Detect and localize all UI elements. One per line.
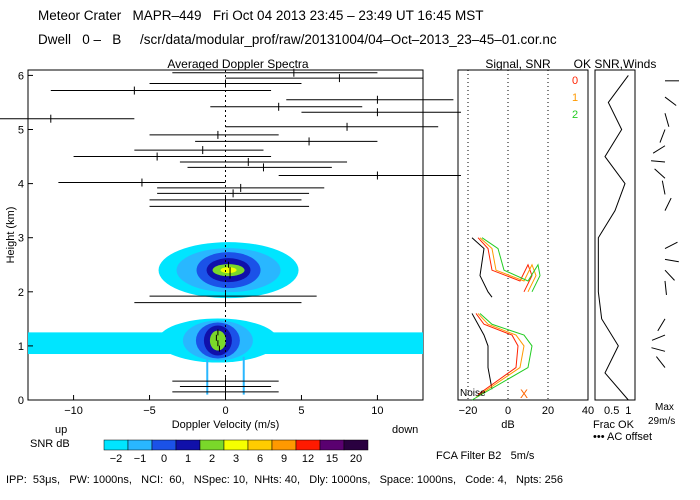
wind-arrow [652,145,666,154]
ok-legend: 1 [572,92,578,104]
colorbar-cell [175,439,201,451]
wind-arrow [664,113,670,127]
fca-label: FCA Filter B2 5m/s [436,450,535,462]
wind-arrow [664,241,678,249]
signal-x-tick: −20 [459,405,478,417]
ok-x-tick: 1 [625,405,631,417]
colorbar-cell [343,439,369,451]
colorbar-tick: 0 [161,453,167,465]
signal-line [471,237,493,298]
y-tick-label: 1 [18,341,24,353]
y-tick-label: 6 [18,70,24,82]
snr-db-label: SNR dB [30,438,70,450]
spectra-axes: −10 −5 0 5 10 0 1 2 3 4 5 6 Doppler Velocity (m/s) He… [5,70,384,431]
y-tick-label: 5 [18,125,24,137]
x-axis-label: Doppler Velocity (m/s) [172,419,280,431]
signal-line [475,313,525,398]
wind-arrow [664,280,667,295]
ok-legend: 2 [572,109,578,121]
signal-line [479,237,537,293]
colorbar-cell [223,439,249,451]
title-line-2: Dwell 0 – B /scr/data/modular_prof/raw/2… [38,32,557,47]
colorbar-tick: 12 [302,453,314,465]
wind-arrow [664,96,677,106]
title-line-1: Meteor Crater MAPR–449 Fri Oct 04 2013 2… [38,8,484,23]
wind-arrow [664,197,672,211]
colorbar-cell [295,439,321,451]
colorbar-tick: 6 [257,453,263,465]
colorbar-tick: 9 [281,453,287,465]
y-tick-label: 4 [18,179,24,191]
wind-arrows: Max 29m/s [648,80,679,427]
colorbar-tick: 3 [233,453,239,465]
ok-x-tick: 0.5 [604,405,619,417]
colorbar-tick: −2 [110,453,123,465]
y-tick-label: 3 [18,233,24,245]
heat-cell [220,267,237,274]
signal-frame [457,69,589,401]
x-tick-label: −10 [64,405,83,417]
signal-line [475,313,519,395]
colorbar-tick: 1 [185,453,191,465]
x-tick-label: 5 [298,405,304,417]
noise-label: Noise [460,388,486,399]
signal-x-tick: 20 [542,405,554,417]
wind-arrow [651,347,666,352]
wind-arrow [651,160,666,163]
signal-line [481,237,541,293]
y-axis-label: Height (km) [5,207,17,264]
ok-legend: 0 [572,75,578,87]
colorbar-cell [103,439,129,451]
wind-arrow [664,269,675,281]
spectra-heatmap [28,70,423,400]
signal-x-tick: 0 [505,405,511,417]
colorbar-tick: 15 [326,453,338,465]
signal-x-label: dB [501,419,514,431]
signal-title: Signal, SNR [485,57,551,71]
colorbar-cell [271,439,297,451]
ok-legend-2: Frac OK [593,419,635,431]
colorbar-cell [151,439,177,451]
colorbar-tick: 2 [209,453,215,465]
x-tick-label: 0 [222,405,228,417]
ok-legend-2: ••• AC offset [593,431,652,443]
signal-x-tick: 40 [582,405,594,417]
y-tick-label: 2 [18,287,24,299]
ok-lines: 0 1 2 0.5 1 Frac OK••• AC offset [572,75,652,443]
wind-arrow [664,258,679,263]
colorbar-cell [319,439,345,451]
noise-marker: X [520,387,528,401]
up-label: up [55,424,68,436]
signal-line [471,313,493,390]
signal-line [477,237,533,293]
ok-title: OK SNR,Winds [574,57,657,71]
colorbar-cell [127,439,153,451]
wind-arrow [661,180,666,195]
down-label: down [392,424,419,436]
wind-arrow [655,356,666,368]
winds-max: Max [655,402,674,413]
ok-frame [594,69,636,401]
wind-arrow [659,129,666,143]
winds-max-value: 29m/s [648,416,675,427]
y-tick-label: 0 [18,395,24,407]
wind-arrow [651,334,666,341]
spectra-title: Averaged Doppler Spectra [167,57,309,71]
wind-arrow [654,168,666,179]
error-bars [0,68,461,396]
colorbar-cell [199,439,225,451]
wind-arrow [657,318,666,332]
signal-line [471,313,533,401]
x-tick-label: 10 [371,405,383,417]
footer-params: IPP: 53μs, PW: 1000ns, NCI: 60, NSpec: 1… [6,474,564,486]
ok-line [597,75,629,401]
colorbar-tick: −1 [134,453,147,465]
x-tick-label: −5 [143,405,156,417]
colorbar-cell [247,439,273,451]
colorbar-tick: 20 [350,453,362,465]
